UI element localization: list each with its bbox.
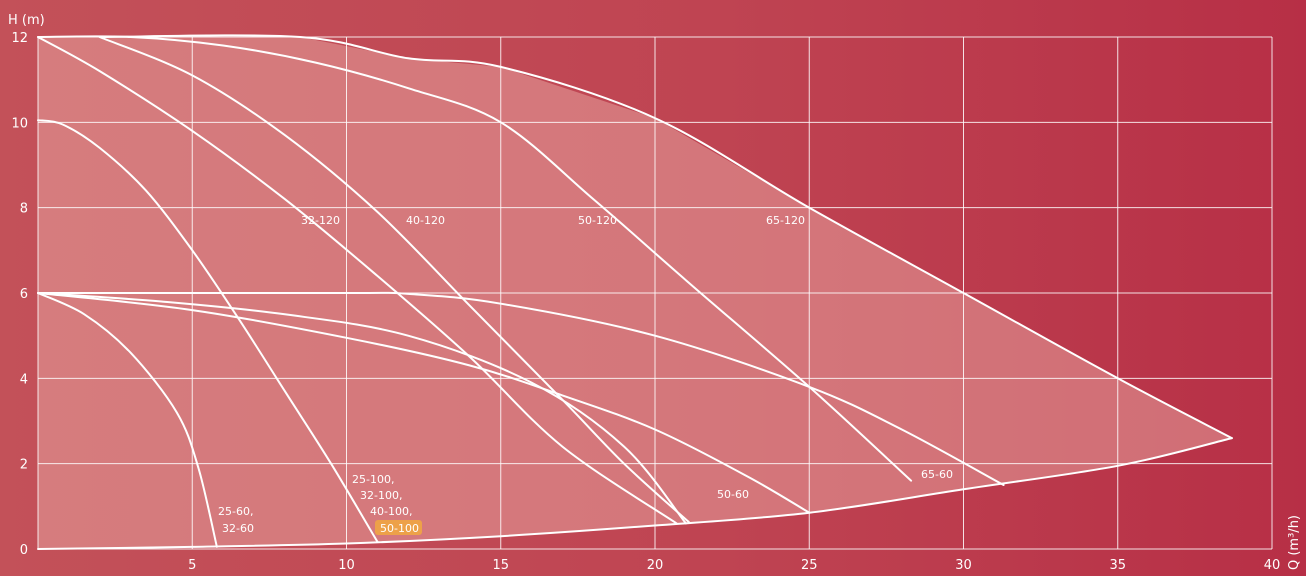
x-tick-label: 35 [1109, 558, 1126, 573]
x-axis-title: Q (m³/h) [1287, 515, 1302, 570]
y-tick-label: 12 [11, 31, 28, 46]
series-line-25-60 [37, 292, 218, 548]
series-group [37, 34, 1233, 550]
y-tick-label: 8 [20, 202, 28, 217]
label-50-120: 50-120 [578, 214, 617, 227]
y-tick-label: 2 [20, 458, 28, 473]
label-32-100: 32-100, [360, 489, 402, 502]
series-line-65-120 [98, 34, 1233, 440]
curve-labels: 32-120 40-120 50-120 65-120 50-60 65-60 … [218, 214, 953, 535]
label-50-100: 50-100 [380, 522, 419, 535]
y-tick-label: 10 [11, 116, 28, 131]
series-line-65-60 [37, 291, 1005, 486]
label-32-60: 32-60 [222, 522, 254, 535]
label-50-100-highlight [375, 520, 422, 535]
y-tick-label: 6 [20, 287, 28, 302]
y-tick-label: 4 [20, 372, 28, 387]
envelope-lower-boundary [37, 437, 1233, 550]
x-tick-label: 5 [188, 558, 196, 573]
x-tick-label: 30 [955, 558, 972, 573]
x-tick-label: 40 [1264, 558, 1281, 573]
x-tick-label: 15 [492, 558, 509, 573]
label-65-120: 65-120 [766, 214, 805, 227]
x-tick-label: 25 [801, 558, 818, 573]
label-25-100: 25-100, [352, 473, 394, 486]
label-65-60: 65-60 [921, 468, 953, 481]
series-line-50-120 [37, 35, 913, 482]
series-line-50-60 [37, 292, 811, 514]
label-50-60: 50-60 [717, 488, 749, 501]
label-25-60: 25-60, [218, 505, 253, 518]
y-axis-title: H (m) [8, 13, 45, 28]
series-line-32-100 [37, 292, 687, 525]
series-line-40-120 [98, 36, 690, 524]
x-tick-label: 20 [647, 558, 664, 573]
y-tick-label: 0 [20, 543, 28, 558]
label-32-120: 32-120 [301, 214, 340, 227]
label-40-100: 40-100, [370, 505, 412, 518]
series-line-32-120 [37, 36, 678, 525]
label-40-120: 40-120 [406, 214, 445, 227]
series-line-25-100 [37, 119, 379, 543]
tick-labels: 5 10 15 20 25 30 35 40 0 2 4 6 8 10 12 [11, 31, 1280, 573]
x-tick-label: 10 [338, 558, 355, 573]
